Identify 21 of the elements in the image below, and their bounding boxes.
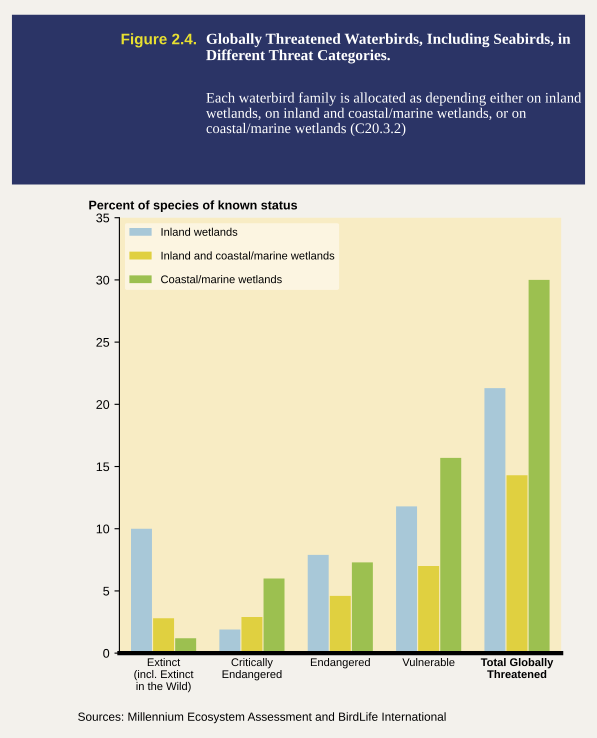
y-tick-label: 35 — [96, 214, 110, 222]
x-tick-label: Extinct (incl. Extinct in the Wild) — [134, 658, 194, 692]
chart-subtitle: Each waterbird family is allocated as depending either on inland wetlands, on inland and coastal/marine wetlands, or on coastal/marine wetlands (C20.3.2) — [206, 92, 582, 136]
caption: Figure 2.4. — [122, 33, 196, 48]
y-tick-label: 25 — [96, 338, 110, 347]
x-tick-label: Critically Endangered — [222, 658, 282, 680]
source-note: Sources: Millennium Ecosystem Assessment and BirdLife International — [78, 712, 446, 724]
x-tick-label: Total Globally Threatened — [480, 658, 554, 678]
y-tick-label: 15 — [96, 462, 110, 472]
legend-label: Coastal/marine wetlands — [161, 275, 282, 284]
legend-label: Inland wetlands — [162, 228, 238, 236]
y-axis-title: Percent of species of known status — [89, 200, 298, 212]
y-tick-label: 20 — [96, 400, 110, 409]
y-tick-label: 0 — [103, 648, 110, 658]
x-tick-label: Endangered — [310, 658, 370, 668]
x-tick-label: Vulnerable — [402, 658, 455, 666]
y-tick-label: 5 — [103, 586, 110, 596]
chart-title: Globally Threatened Waterbirds, Including Seabirds, in Different Threat Categories. — [206, 33, 570, 64]
y-tick-label: 30 — [96, 276, 110, 285]
legend-label: Inland and coastal/marine wetlands — [162, 251, 334, 260]
y-tick-label: 10 — [96, 524, 110, 534]
